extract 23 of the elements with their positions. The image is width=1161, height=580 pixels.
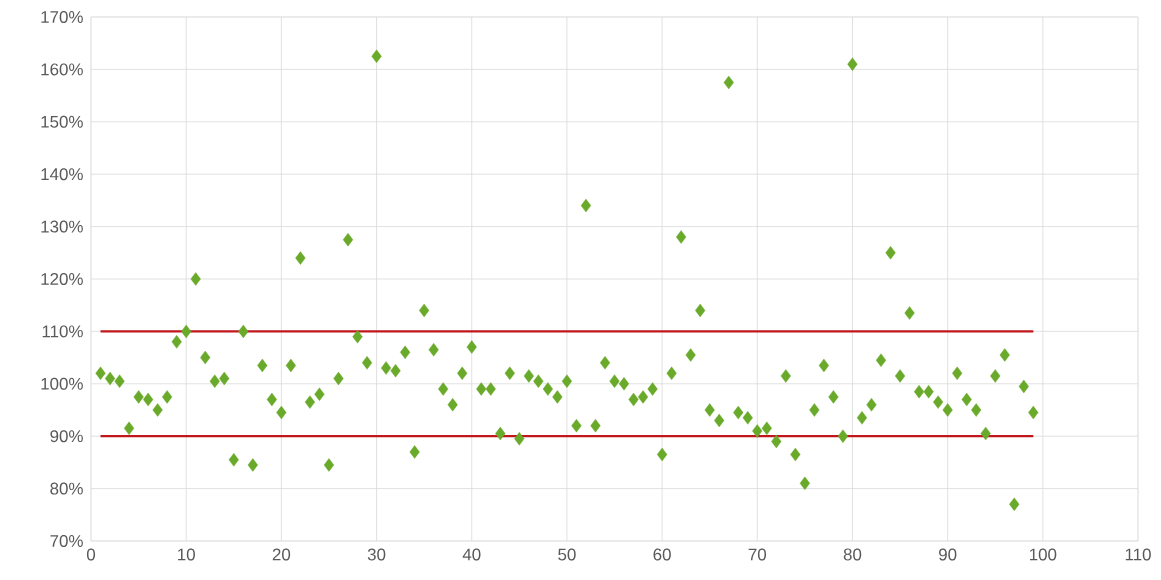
- y-tick-label: 80%: [50, 482, 83, 495]
- x-tick-label: 0: [86, 548, 96, 561]
- y-tick-label: 150%: [41, 115, 83, 128]
- y-tick-label: 130%: [41, 220, 83, 233]
- x-tick-label: 100: [1029, 548, 1057, 561]
- y-tick-label: 70%: [50, 534, 83, 547]
- y-tick-label: 110%: [42, 325, 83, 338]
- y-tick-label: 90%: [50, 430, 83, 443]
- x-tick-label: 20: [272, 548, 291, 561]
- y-tick-label: 100%: [41, 377, 83, 390]
- y-tick-label: 160%: [41, 63, 83, 76]
- x-tick-label: 110: [1125, 548, 1151, 561]
- x-tick-label: 80: [843, 548, 862, 561]
- x-tick-label: 30: [367, 548, 386, 561]
- x-tick-label: 10: [178, 548, 195, 561]
- x-tick-label: 90: [939, 548, 957, 561]
- y-tick-label: 170%: [41, 10, 83, 23]
- x-tick-label: 50: [558, 548, 576, 561]
- x-tick-label: 70: [748, 548, 767, 561]
- x-tick-label: 40: [462, 548, 481, 561]
- y-tick-label: 140%: [41, 168, 83, 181]
- x-tick-label: 60: [653, 548, 671, 561]
- y-tick-label: 120%: [41, 272, 83, 285]
